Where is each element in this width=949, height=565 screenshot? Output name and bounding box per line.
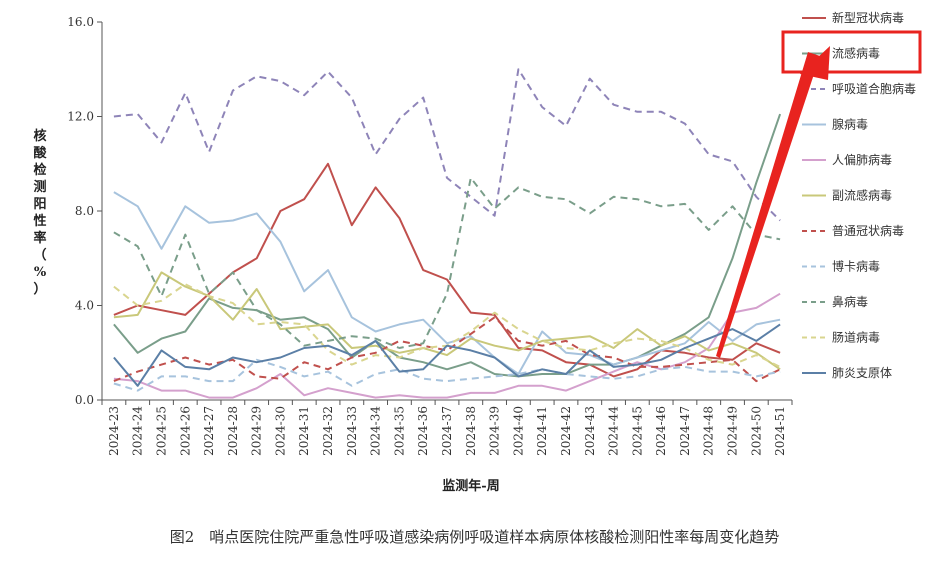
x-tick-label: 2024-26	[178, 406, 192, 456]
x-tick-label: 2024-45	[630, 406, 644, 456]
x-tick-label: 2024-33	[345, 406, 359, 456]
x-tick-label: 2024-43	[583, 406, 597, 456]
x-tick-label: 2024-50	[749, 406, 763, 456]
legend-label: 人偏肺病毒	[832, 152, 892, 167]
x-tick-label: 2024-42	[559, 406, 573, 456]
plot-area	[113, 68, 782, 399]
legend-label: 博卡病毒	[832, 259, 880, 274]
x-tick-label: 2024-38	[464, 406, 478, 456]
x-tick-label: 2024-35	[392, 406, 406, 456]
series-line	[113, 323, 781, 387]
x-axis-label: 监测年-周	[442, 478, 499, 494]
y-tick-label: 4.0	[75, 299, 94, 313]
x-axis-ticks: 2024-23 2024-24 2024-25 2024-26 2024-27 2024-…	[101, 400, 793, 456]
x-tick-label: 2024-47	[678, 406, 692, 456]
x-tick-label: 2024-39	[488, 406, 502, 456]
legend-label: 肺炎支原体	[832, 366, 892, 380]
x-tick-label: 2024-46	[654, 406, 668, 456]
series-line	[113, 316, 781, 383]
x-tick-label: 2024-41	[535, 406, 549, 456]
x-tick-label: 2024-25	[154, 406, 168, 456]
highlight-arrow	[716, 52, 820, 358]
x-tick-label: 2024-24	[131, 406, 145, 456]
x-tick-label: 2024-32	[321, 406, 335, 456]
x-tick-label: 2024-28	[226, 406, 240, 456]
series-line	[113, 68, 781, 222]
y-tick-label: 0.0	[75, 393, 94, 407]
x-tick-label: 2024-29	[250, 406, 264, 456]
legend: 新型冠状病毒流感病毒呼吸道合胞病毒腺病毒人偏肺病毒副流感病毒普通冠状病毒博卡病毒…	[802, 10, 916, 380]
highlight-box	[781, 30, 922, 74]
y-axis-ticks: 0.0 4.0 8.0 12.0 16.0	[67, 15, 102, 407]
y-tick-label: 16.0	[67, 15, 94, 29]
x-tick-label: 2024-31	[297, 406, 311, 456]
y-tick-label: 12.0	[67, 110, 94, 124]
series-line	[113, 191, 781, 375]
x-tick-label: 2024-48	[702, 406, 716, 456]
legend-label: 肠道病毒	[832, 330, 880, 345]
x-tick-label: 2024-36	[416, 406, 430, 456]
series-line	[113, 271, 781, 371]
x-tick-label: 2024-40	[511, 406, 525, 456]
legend-label: 流感病毒	[832, 46, 880, 61]
x-tick-label: 2024-49	[726, 406, 740, 456]
legend-label: 腺病毒	[832, 117, 868, 132]
x-tick-label: 2024-23	[107, 406, 121, 456]
x-tick-label: 2024-44	[607, 406, 621, 456]
legend-label: 普通冠状病毒	[832, 223, 904, 238]
y-tick-label: 8.0	[75, 204, 94, 218]
legend-label: 新型冠状病毒	[832, 10, 904, 25]
figure-caption: 图2 哨点医院住院严重急性呼吸道感染病例呼吸道样本病原体核酸检测阳性率每周变化趋…	[169, 528, 780, 546]
x-tick-label: 2024-30	[273, 406, 287, 456]
x-tick-label: 2024-37	[440, 406, 454, 456]
legend-label: 副流感病毒	[832, 188, 892, 203]
x-tick-label: 2024-34	[369, 406, 383, 456]
x-tick-label: 2024-27	[202, 406, 216, 456]
chart: 0.04.08.012.016.0 2024-23 2024-24 2024-25 2…	[33, 10, 922, 494]
legend-label: 呼吸道合胞病毒	[832, 81, 916, 96]
x-tick-label: 2024-51	[773, 406, 787, 456]
highlight-arrow-head	[800, 46, 830, 80]
legend-label: 鼻病毒	[832, 294, 868, 309]
y-axis-label: 核酸检测阳性率（%）	[33, 128, 47, 297]
series-line	[113, 176, 781, 349]
